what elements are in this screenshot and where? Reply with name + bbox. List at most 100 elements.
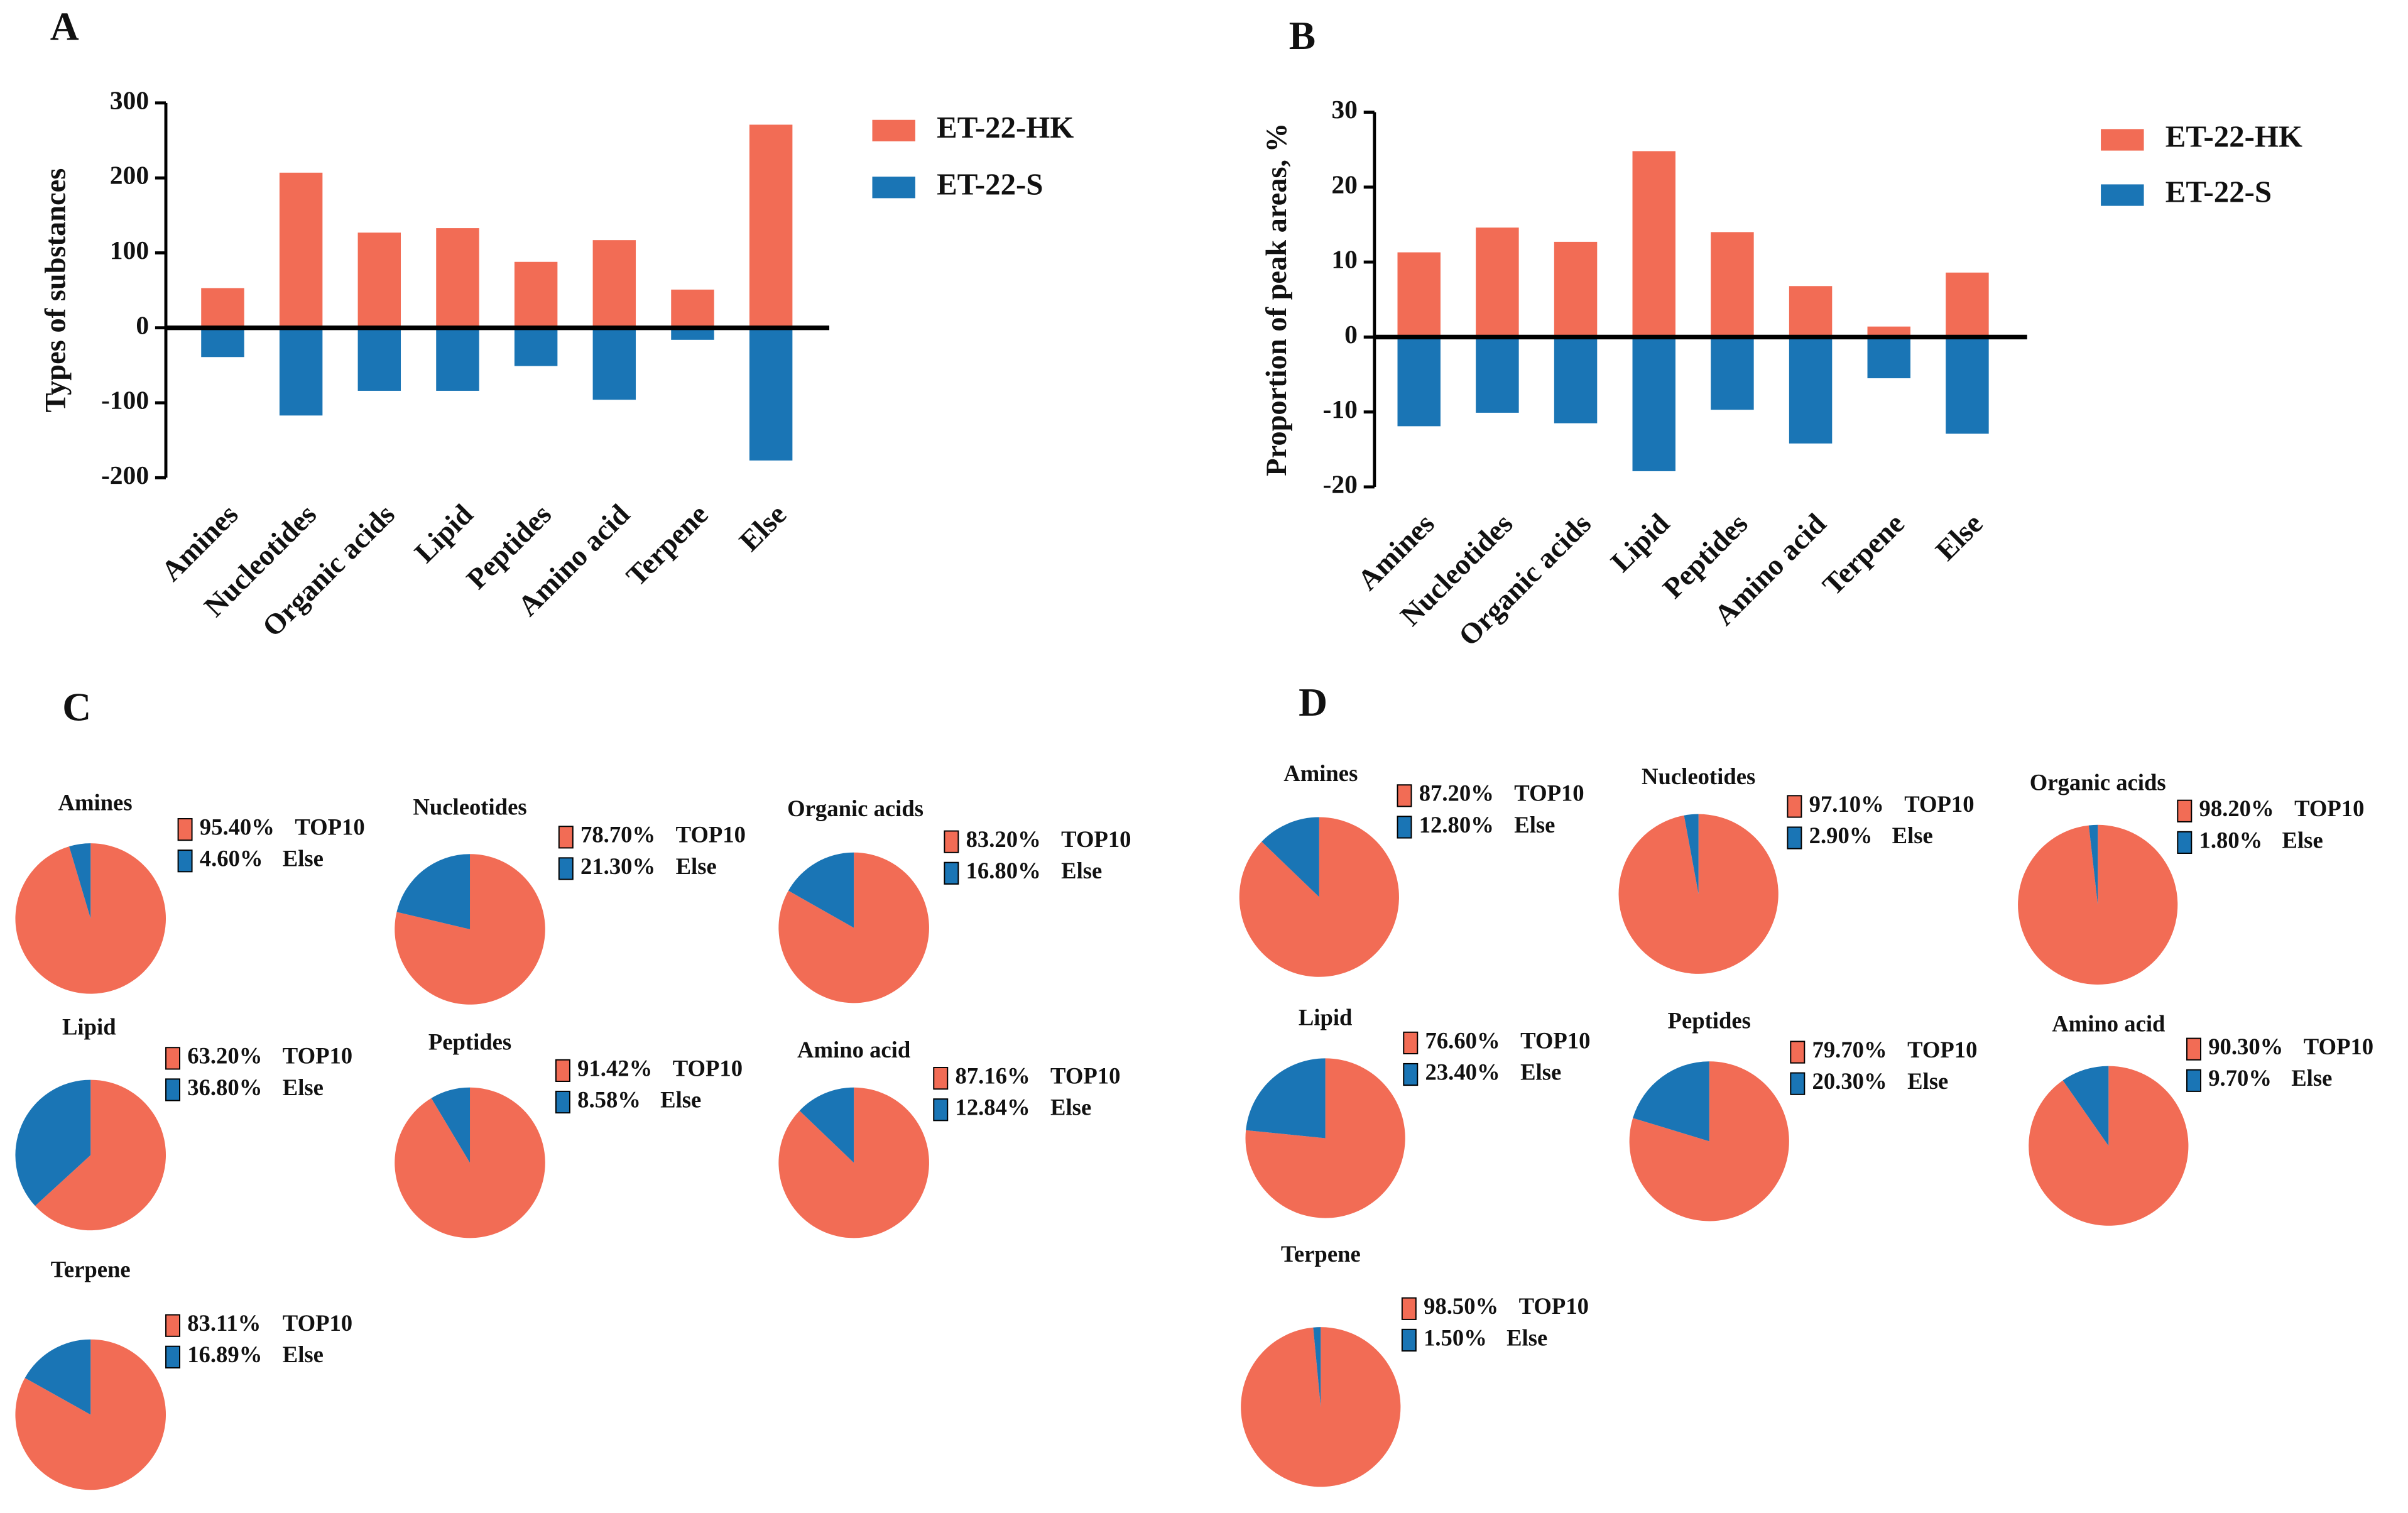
pie-title: Lipid [1299, 1005, 1353, 1030]
legend-swatch [944, 861, 959, 885]
legend-label: Else [1061, 858, 1102, 883]
legend-value: 8.58% [577, 1086, 641, 1112]
pie-slice [1618, 814, 1779, 974]
bar [671, 327, 714, 340]
legend-label: Else [283, 1074, 324, 1100]
x-tick-label: Else [1930, 508, 1989, 567]
legend-value: 1.50% [1424, 1325, 1487, 1350]
y-tick-label: 30 [1331, 95, 1358, 124]
bar [1711, 337, 1754, 410]
legend-label: TOP10 [2304, 1034, 2373, 1059]
bar [1476, 227, 1519, 337]
legend-label: Else [283, 846, 324, 871]
bar [1946, 272, 1989, 337]
legend-label: TOP10 [1904, 791, 1974, 817]
legend-label: Else [1050, 1095, 1091, 1120]
pie-slice [15, 1339, 166, 1490]
legend-label: Else [2291, 1065, 2332, 1091]
pie-slice [15, 843, 166, 994]
legend-value: 79.70% [1812, 1037, 1887, 1062]
pie-slice [2062, 1066, 2109, 1146]
legend-swatch [1787, 826, 1802, 849]
pie-title: Amino acid [797, 1037, 910, 1062]
y-tick-label: 10 [1331, 245, 1358, 274]
pie-slice [2018, 824, 2178, 985]
bar [749, 327, 793, 461]
legend-label: Else [2282, 827, 2323, 853]
bar [1554, 241, 1598, 337]
bar [1397, 337, 1441, 427]
pie-slice [2088, 824, 2098, 905]
bar [1867, 326, 1910, 337]
legend-value: 12.80% [1419, 812, 1494, 838]
x-tick-label: Lipid [1605, 508, 1676, 579]
pie-title: Amines [1283, 760, 1358, 786]
panel-label: D [1299, 680, 1327, 724]
pie-slice [15, 1079, 91, 1206]
legend-value: 98.20% [2199, 795, 2274, 821]
legend-value: 97.10% [1809, 791, 1884, 817]
legend-swatch [1397, 784, 1412, 807]
legend-swatch [1790, 1041, 1806, 1064]
pie-title: Peptides [1668, 1008, 1751, 1034]
legend-value: 95.40% [200, 814, 275, 840]
legend-swatch [1397, 816, 1412, 839]
legend-label: TOP10 [1520, 1027, 1590, 1053]
panel-label: C [62, 684, 91, 729]
pie-slice [1245, 1058, 1405, 1218]
legend-swatch [2177, 831, 2193, 854]
y-tick-label: 0 [1344, 320, 1358, 349]
bar [357, 232, 401, 328]
pie-title: Terpene [51, 1257, 131, 1282]
legend-swatch [2186, 1069, 2201, 1092]
pie-title: Organic acids [2030, 770, 2166, 795]
bar [514, 261, 558, 328]
legend-swatch [1401, 1297, 1417, 1320]
pie-slice [395, 854, 545, 1005]
y-tick-label: 200 [110, 161, 149, 190]
legend-label: TOP10 [1519, 1293, 1589, 1319]
legend-label: TOP10 [1514, 780, 1584, 806]
legend-swatch [558, 826, 574, 849]
legend-label: ET-22-S [937, 167, 1043, 202]
legend-swatch [872, 119, 915, 141]
y-axis-label: Proportion of peak areas, % [1261, 123, 1293, 476]
legend-swatch [1401, 1328, 1417, 1352]
x-tick-label: Lipid [409, 498, 480, 569]
pie-slice [778, 1087, 929, 1238]
bar [201, 288, 244, 328]
legend-swatch [555, 1059, 570, 1082]
legend-value: 91.42% [577, 1055, 652, 1081]
pie-title: Nucleotides [1642, 763, 1755, 789]
legend-label: ET-22-HK [2166, 119, 2302, 154]
legend-swatch [558, 857, 574, 880]
legend-value: 12.84% [955, 1095, 1030, 1120]
bar [671, 289, 714, 328]
y-axis-label: Types of substances [40, 168, 72, 413]
legend-swatch [177, 849, 193, 873]
pie-slice [1313, 1327, 1321, 1407]
legend-swatch [944, 830, 959, 853]
legend-swatch [933, 1098, 949, 1122]
y-tick-label: 100 [110, 236, 149, 265]
y-tick-label: 20 [1331, 170, 1358, 199]
bar [1946, 337, 1989, 434]
pie-slice [1629, 1061, 1789, 1221]
legend-value: 78.70% [580, 822, 655, 848]
legend-value: 16.89% [187, 1341, 262, 1367]
pie-slice [1246, 1058, 1326, 1139]
legend-swatch [2101, 129, 2144, 151]
pie-slice [1633, 1061, 1709, 1142]
pie-slice [778, 852, 929, 1003]
y-tick-label: -20 [1323, 470, 1358, 499]
legend-label: ET-22-HK [937, 110, 1074, 145]
legend-value: 87.16% [955, 1063, 1030, 1089]
panel-label: A [50, 4, 79, 49]
legend-value: 20.30% [1812, 1068, 1887, 1094]
legend-swatch [2186, 1037, 2201, 1061]
legend-value: 2.90% [1809, 822, 1873, 848]
legend-label: ET-22-S [2166, 175, 2272, 209]
bar [1867, 337, 1910, 379]
y-tick-label: -100 [101, 386, 149, 415]
legend-value: 9.70% [2208, 1065, 2272, 1091]
